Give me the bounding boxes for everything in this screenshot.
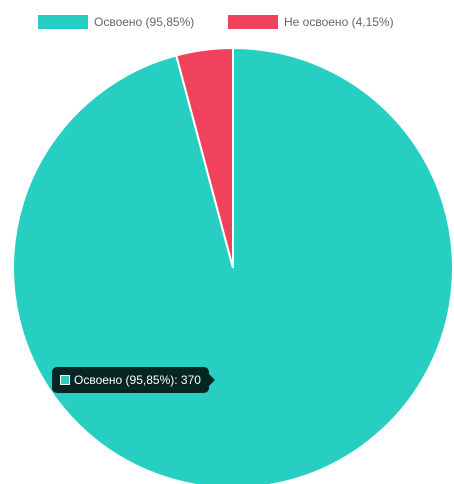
legend-label-1[interactable]: Не освоено (4,15%)	[284, 15, 394, 29]
legend-swatch-1[interactable]	[228, 15, 278, 29]
legend-label-0[interactable]: Освоено (95,85%)	[94, 15, 194, 29]
tooltip-label: Освоено (95,85%): 370	[74, 373, 201, 387]
pie-slice-ne-osvoeno[interactable]	[175, 46, 234, 269]
chart-tooltip: Освоено (95,85%): 370	[52, 367, 215, 393]
legend-swatch-0[interactable]	[38, 15, 88, 29]
tooltip-swatch	[60, 375, 70, 385]
pie-slices	[12, 46, 454, 484]
chart-legend: Освоено (95,85%) Не освоено (4,15%)	[38, 15, 394, 29]
